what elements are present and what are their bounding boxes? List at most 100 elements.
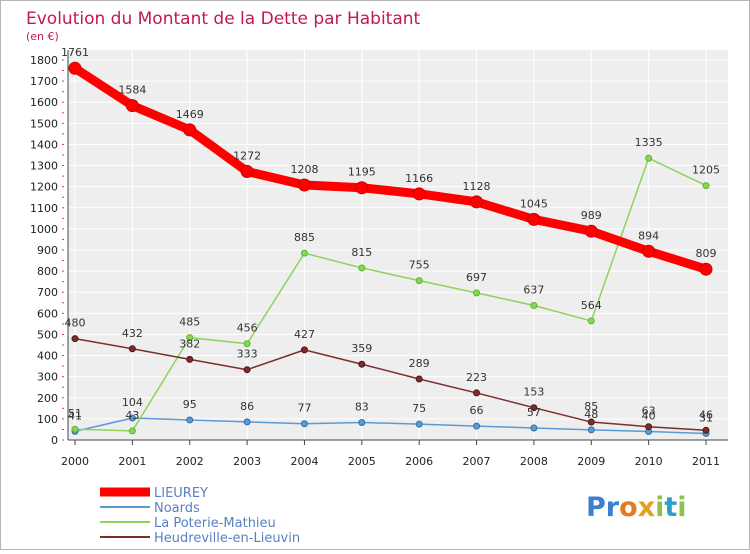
data-point (355, 181, 369, 195)
data-point (702, 182, 710, 190)
legend-label: Heudreville-en-Lieuvin (154, 531, 300, 546)
y-tick-label: 600 (37, 307, 58, 320)
data-label: 85 (584, 400, 598, 413)
data-point (415, 375, 423, 383)
chart-title: Evolution du Montant de la Dette par Hab… (26, 9, 421, 29)
data-label: 104 (122, 396, 143, 409)
x-tick-label: 2002 (176, 455, 204, 468)
data-label: 289 (409, 357, 430, 370)
data-point (699, 262, 713, 276)
data-label: 697 (466, 271, 487, 284)
data-label: 885 (294, 231, 315, 244)
data-label: 57 (527, 406, 541, 419)
data-point (297, 178, 311, 192)
y-tick-label: 1400 (30, 138, 58, 151)
y-tick-label: 1600 (30, 96, 58, 109)
y-tick-label: 100 (37, 413, 58, 426)
y-tick-label: 1200 (30, 181, 58, 194)
x-tick-label: 2003 (233, 455, 261, 468)
data-point (300, 346, 308, 354)
data-point (527, 212, 541, 226)
data-point (128, 427, 136, 435)
logo-letter: i (677, 492, 686, 523)
data-label: 432 (122, 327, 143, 340)
data-point (587, 317, 595, 325)
data-point (358, 418, 366, 426)
data-label: 809 (696, 247, 717, 260)
chart-subtitle: (en €) (26, 30, 59, 43)
data-label: 382 (179, 337, 200, 350)
data-label: 359 (351, 342, 372, 355)
data-label: 815 (351, 246, 372, 259)
y-tick-label: 1100 (30, 202, 58, 215)
data-point (240, 164, 254, 178)
logo-letter: x (638, 492, 655, 523)
y-tick-label: 200 (37, 392, 58, 405)
data-point (358, 264, 366, 272)
data-label: 48 (584, 408, 598, 421)
data-label: 77 (297, 402, 311, 415)
data-point (243, 418, 251, 426)
data-point (71, 425, 79, 433)
data-point (300, 249, 308, 257)
data-label: 456 (237, 322, 258, 335)
legend-label: La Poterie-Mathieu (154, 516, 276, 531)
data-point (243, 340, 251, 348)
data-point (243, 366, 251, 374)
y-tick-label: 700 (37, 286, 58, 299)
data-label: 1166 (405, 172, 433, 185)
data-label: 1208 (290, 163, 318, 176)
legend-label: Noards (154, 501, 200, 516)
x-tick-label: 2008 (520, 455, 548, 468)
data-point (71, 335, 79, 343)
data-label: 75 (412, 402, 426, 415)
data-point (68, 61, 82, 75)
data-label: 51 (68, 407, 82, 420)
data-point (415, 277, 423, 285)
data-label: 1195 (348, 166, 376, 179)
data-point (587, 426, 595, 434)
data-label: 1335 (635, 136, 663, 149)
data-label: 66 (470, 404, 484, 417)
data-point (186, 334, 194, 342)
data-label: 1761 (61, 46, 89, 59)
data-point (473, 422, 481, 430)
logo-letter: t (664, 492, 677, 523)
data-point (702, 426, 710, 434)
data-label: 485 (179, 316, 200, 329)
data-point (412, 187, 426, 201)
series-line (72, 64, 708, 274)
data-label: 95 (183, 398, 197, 411)
y-tick-label: 1000 (30, 223, 58, 236)
data-label: 1469 (176, 108, 204, 121)
data-point (473, 289, 481, 297)
data-label: 223 (466, 371, 487, 384)
data-label: 564 (581, 299, 602, 312)
data-label: 153 (523, 386, 544, 399)
series-line (74, 417, 707, 435)
x-tick-label: 2006 (405, 455, 433, 468)
data-label: 40 (642, 410, 656, 423)
logo-letter: r (606, 492, 620, 523)
data-label: 1045 (520, 197, 548, 210)
data-point (415, 420, 423, 428)
data-point (183, 123, 197, 137)
data-point (473, 389, 481, 397)
x-tick-label: 2009 (577, 455, 605, 468)
data-point (530, 424, 538, 432)
series-line (74, 157, 707, 432)
series-lieurey (68, 61, 713, 276)
data-label: 755 (409, 259, 430, 272)
y-tick-label: 0 (51, 434, 58, 447)
data-point (128, 414, 136, 422)
data-point (186, 355, 194, 363)
series-line (74, 337, 707, 432)
data-point (125, 99, 139, 113)
y-tick-label: 1700 (30, 75, 58, 88)
x-tick-label: 2005 (348, 455, 376, 468)
x-tick-label: 2001 (118, 455, 146, 468)
proxiti-logo: Proxiti (586, 492, 687, 523)
plot-area: 0 100 200 300 400 500 600 700 800 900 1000 1100 1200… (30, 46, 728, 468)
data-point (530, 302, 538, 310)
y-tick-label: 800 (37, 265, 58, 278)
